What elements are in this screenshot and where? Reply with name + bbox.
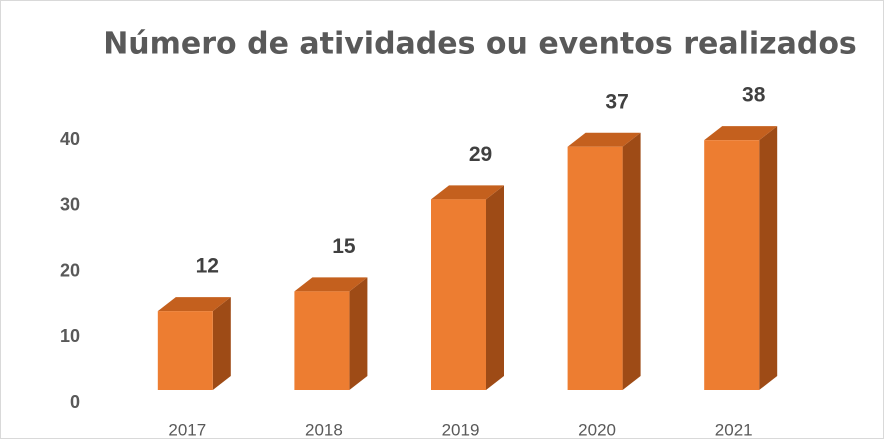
bar: [567, 146, 623, 390]
bar-side: [349, 277, 368, 390]
bar-top: [567, 132, 641, 147]
bar: [431, 199, 486, 390]
x-tick-label: 2017: [168, 420, 206, 439]
data-label: 29: [469, 143, 492, 166]
bar-side: [759, 126, 778, 391]
bar: [294, 291, 350, 390]
y-tick-label: 20: [60, 260, 80, 280]
bar-top: [431, 185, 504, 200]
bar: [157, 311, 213, 390]
bar-top: [294, 277, 368, 292]
bar-side: [486, 185, 504, 390]
y-tick-label: 40: [60, 129, 80, 149]
data-label: 12: [196, 255, 219, 278]
bar-top: [157, 297, 231, 312]
y-tick-label: 30: [60, 195, 80, 215]
data-label: 15: [332, 235, 356, 258]
x-tick-label: 2020: [578, 420, 616, 439]
bar: [704, 140, 760, 390]
bar-side: [212, 297, 231, 390]
data-label: 37: [605, 90, 628, 113]
chart-title: Número de atividades ou eventos realizad…: [103, 27, 857, 62]
x-tick-label: 2018: [305, 420, 343, 439]
data-label: 38: [742, 84, 766, 107]
bar-top: [704, 126, 778, 141]
y-tick-label: 0: [70, 392, 80, 412]
x-tick-label: 2021: [715, 420, 753, 439]
bar-side: [622, 132, 641, 390]
x-tick-label: 2019: [442, 420, 480, 439]
y-tick-label: 10: [60, 326, 80, 346]
